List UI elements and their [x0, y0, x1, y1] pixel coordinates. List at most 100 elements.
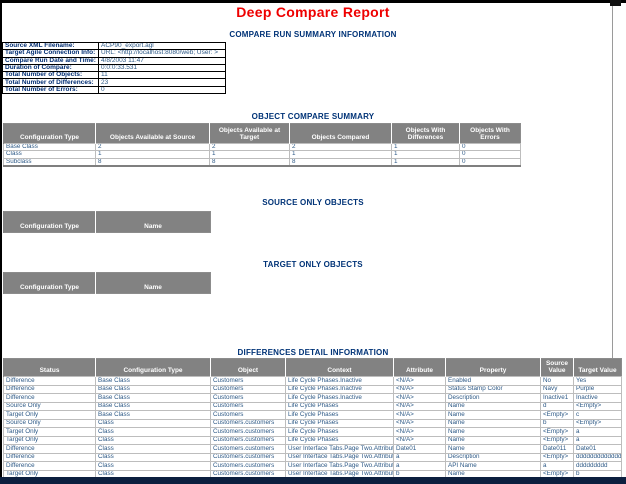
- table-cell: Life Cycle Phases.Inactive: [285, 384, 394, 394]
- table-cell: Target Only: [3, 410, 96, 420]
- summary-label: Compare Run Date and Time:: [2, 56, 99, 65]
- table-cell: Difference: [3, 461, 96, 471]
- table-cell: <N/A>: [393, 435, 446, 445]
- table-row: Target Only Class Customers.customers Life …: [3, 435, 622, 445]
- differences-section-heading: DIFFERENCES DETAIL INFORMATION: [237, 348, 389, 357]
- table-cell: Life Cycle Phases.Inactive: [285, 393, 394, 403]
- summary-label: Duration of Compare:: [2, 63, 99, 73]
- table-cell: <N/A>: [393, 410, 446, 420]
- table-header-row: Configuration Type Name: [3, 211, 211, 233]
- table-cell: Base Class: [95, 401, 211, 411]
- table-row: Source Only Base Class Customers Life Cycle…: [3, 401, 622, 411]
- summary-value: ACP90_export.agl: [98, 41, 226, 51]
- table-cell: 8: [289, 157, 392, 167]
- table-cell: <Empty>: [540, 452, 574, 462]
- table-header-row: Configuration Type Objects Available at …: [3, 123, 521, 144]
- table-row: Source Only Class Customers.customers Life …: [3, 418, 622, 428]
- table-cell: b: [540, 418, 574, 428]
- table-cell: a: [573, 427, 622, 437]
- table-row: Difference Base Class Customers Life Cycle …: [3, 393, 622, 403]
- table-cell: Life Cycle Phases: [285, 410, 394, 420]
- table-cell: 8: [209, 157, 290, 167]
- table-row: Target Agile Connection Info: URL: <http:…: [2, 49, 226, 58]
- table-cell: Base Class: [95, 410, 211, 420]
- table-cell: Source Only: [3, 418, 96, 428]
- column-header: Configuration Type: [95, 358, 211, 377]
- table-cell: Customers: [210, 376, 286, 386]
- column-header: Source Value: [540, 358, 574, 377]
- table-cell: Customers.customers: [210, 461, 286, 471]
- table-row: Difference Base Class Customers Life Cycle …: [3, 384, 622, 394]
- table-cell: Description: [445, 452, 541, 462]
- table-cell: Name: [445, 401, 541, 411]
- table-cell: Life Cycle Phases: [285, 427, 394, 437]
- table-cell: <N/A>: [393, 393, 446, 403]
- summary-label: Target Agile Connection Info:: [2, 49, 99, 58]
- window-top-edge: [0, 0, 626, 3]
- table-cell: Name: [445, 444, 541, 454]
- table-cell: Date01: [393, 444, 446, 454]
- table-cell: Class: [95, 418, 211, 428]
- table-row: Target Only Base Class Customers Life Cycle…: [3, 410, 622, 420]
- table-row: Difference Class Customers.customers User I…: [3, 461, 622, 471]
- table-cell: Target Only: [3, 427, 96, 437]
- table-cell: Life Cycle Phases: [285, 401, 394, 411]
- table-row: Base Class 2 2 2 1 0: [3, 142, 521, 152]
- table-cell: <N/A>: [393, 418, 446, 428]
- table-cell: a: [393, 452, 446, 462]
- window-corner-artifact: [610, 0, 621, 6]
- column-header: Name: [95, 272, 211, 294]
- column-header: Objects Available at Source: [95, 123, 210, 144]
- target-only-section-heading: TARGET ONLY OBJECTS: [263, 260, 363, 269]
- table-cell: d: [540, 401, 574, 411]
- table-cell: 0: [459, 142, 521, 152]
- column-header: Object: [210, 358, 286, 377]
- column-header: Target Value: [573, 358, 622, 377]
- table-cell: Enabled: [445, 376, 541, 386]
- table-header-row: Status Configuration Type Object Context…: [3, 358, 622, 377]
- table-row: Subclass 8 8 8 1 0: [3, 157, 521, 167]
- table-cell: Customers: [210, 410, 286, 420]
- column-header: Objects Available at Target: [209, 123, 290, 144]
- object-summary-section-heading: OBJECT COMPARE SUMMARY: [251, 112, 375, 121]
- column-header: Configuration Type: [3, 123, 96, 144]
- table-cell: Date011: [540, 444, 574, 454]
- table-cell: Customers.customers: [210, 427, 286, 437]
- table-cell: 2: [289, 142, 392, 152]
- table-cell: Class: [95, 444, 211, 454]
- table-cell: User Interface Tabs.Page Two.Attributes: [285, 461, 394, 471]
- table-row: Compare Run Date and Time: 4/8/2003 11:47: [2, 56, 226, 65]
- table-cell: Difference: [3, 444, 96, 454]
- summary-value: URL: <http://localhost:8080/web; User: >: [98, 49, 226, 58]
- table-cell: Customers: [210, 401, 286, 411]
- table-row: Class 1 1 1 1 0: [3, 150, 521, 159]
- table-cell: Class: [95, 461, 211, 471]
- summary-label: Total Number of Errors:: [2, 85, 99, 95]
- table-cell: Difference: [3, 384, 96, 394]
- next-section-strip: [0, 477, 626, 484]
- table-cell: Subclass: [3, 157, 96, 167]
- table-cell: 1: [391, 142, 460, 152]
- table-cell: <Empty>: [540, 410, 574, 420]
- table-cell: Purple: [573, 384, 622, 394]
- table-row: Total Number of Errors: 0: [2, 85, 226, 95]
- table-cell: 1: [95, 150, 210, 159]
- column-header: Objects Compared: [289, 123, 392, 144]
- summary-value: 23: [98, 78, 226, 87]
- table-cell: Name: [445, 427, 541, 437]
- source-only-objects-table: Configuration Type Name: [3, 211, 211, 233]
- table-cell: <Empty>: [540, 427, 574, 437]
- table-cell: Class: [95, 427, 211, 437]
- table-cell: API Name: [445, 461, 541, 471]
- target-only-objects-table: Configuration Type Name: [3, 272, 211, 294]
- table-cell: dddddddddddddddd: [573, 452, 622, 462]
- column-header: Context: [285, 358, 394, 377]
- table-cell: 0: [459, 150, 521, 159]
- table-cell: Customers.customers: [210, 418, 286, 428]
- table-cell: Difference: [3, 376, 96, 386]
- window-left-edge: [0, 0, 2, 484]
- table-header-row: Configuration Type Name: [3, 272, 211, 294]
- table-cell: User Interface Tabs.Page Two.Attributes: [285, 452, 394, 462]
- table-cell: Difference: [3, 452, 96, 462]
